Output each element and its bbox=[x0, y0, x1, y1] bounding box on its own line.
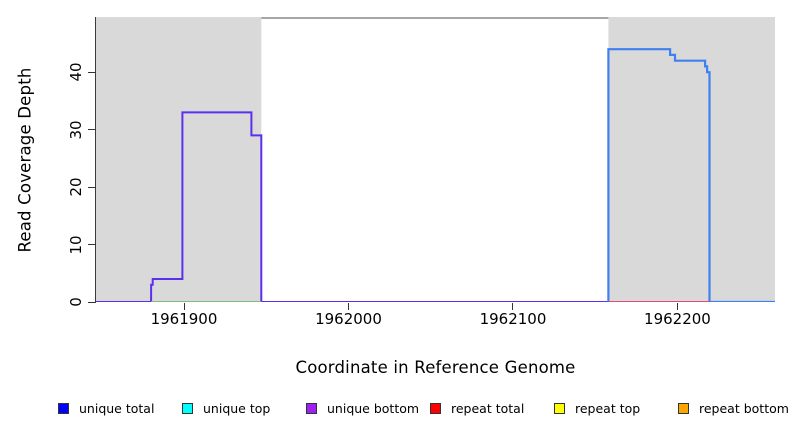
legend-item: repeat total bbox=[430, 400, 524, 416]
left-shaded-region bbox=[96, 17, 262, 302]
plot-area bbox=[96, 17, 775, 302]
y-tick bbox=[88, 71, 95, 73]
legend-item: unique top bbox=[182, 400, 270, 416]
series-unique-total-right-block bbox=[607, 48, 775, 302]
right-shaded-region bbox=[608, 17, 775, 302]
y-tick bbox=[88, 186, 95, 188]
y-axis-title: Read Coverage Depth bbox=[15, 67, 35, 253]
x-tick bbox=[183, 303, 185, 310]
legend-label: unique bottom bbox=[327, 400, 420, 416]
x-tick-label: 1961900 bbox=[150, 310, 218, 328]
y-tick bbox=[88, 301, 95, 303]
legend-item: repeat bottom bbox=[678, 400, 789, 416]
series-unique-bottom-left-block bbox=[96, 111, 609, 302]
legend-label: unique total bbox=[79, 400, 155, 416]
x-tick-label: 1962100 bbox=[479, 310, 547, 328]
legend-swatch-icon bbox=[58, 402, 69, 414]
x-axis-title: Coordinate in Reference Genome bbox=[295, 358, 576, 377]
legend-swatch-icon bbox=[430, 402, 441, 414]
x-tick-label: 1962000 bbox=[315, 310, 382, 328]
legend-label: repeat total bbox=[451, 400, 525, 416]
legend-swatch-icon bbox=[182, 402, 193, 414]
legend-item: repeat top bbox=[554, 400, 640, 416]
x-tick bbox=[347, 303, 349, 310]
y-axis-line bbox=[95, 17, 96, 303]
y-tick-label: 20 bbox=[67, 177, 85, 197]
legend-label: repeat bottom bbox=[699, 400, 789, 416]
y-tick-label: 0 bbox=[67, 297, 85, 307]
x-tick bbox=[676, 303, 678, 310]
legend-swatch-icon bbox=[554, 402, 565, 414]
legend-label: unique top bbox=[203, 400, 271, 416]
legend-item: unique bottom bbox=[306, 400, 419, 416]
legend-item: unique total bbox=[58, 400, 154, 416]
legend-swatch-icon bbox=[306, 402, 317, 414]
x-tick bbox=[512, 303, 514, 310]
y-tick bbox=[88, 244, 95, 246]
legend-swatch-icon bbox=[678, 402, 689, 414]
y-tick-label: 40 bbox=[67, 62, 85, 82]
y-tick bbox=[88, 129, 95, 131]
y-tick-label: 10 bbox=[67, 234, 85, 255]
y-tick-label: 30 bbox=[67, 120, 85, 140]
x-tick-label: 1962200 bbox=[644, 310, 711, 328]
chart-canvas bbox=[96, 17, 775, 302]
legend-label: repeat top bbox=[575, 400, 641, 416]
